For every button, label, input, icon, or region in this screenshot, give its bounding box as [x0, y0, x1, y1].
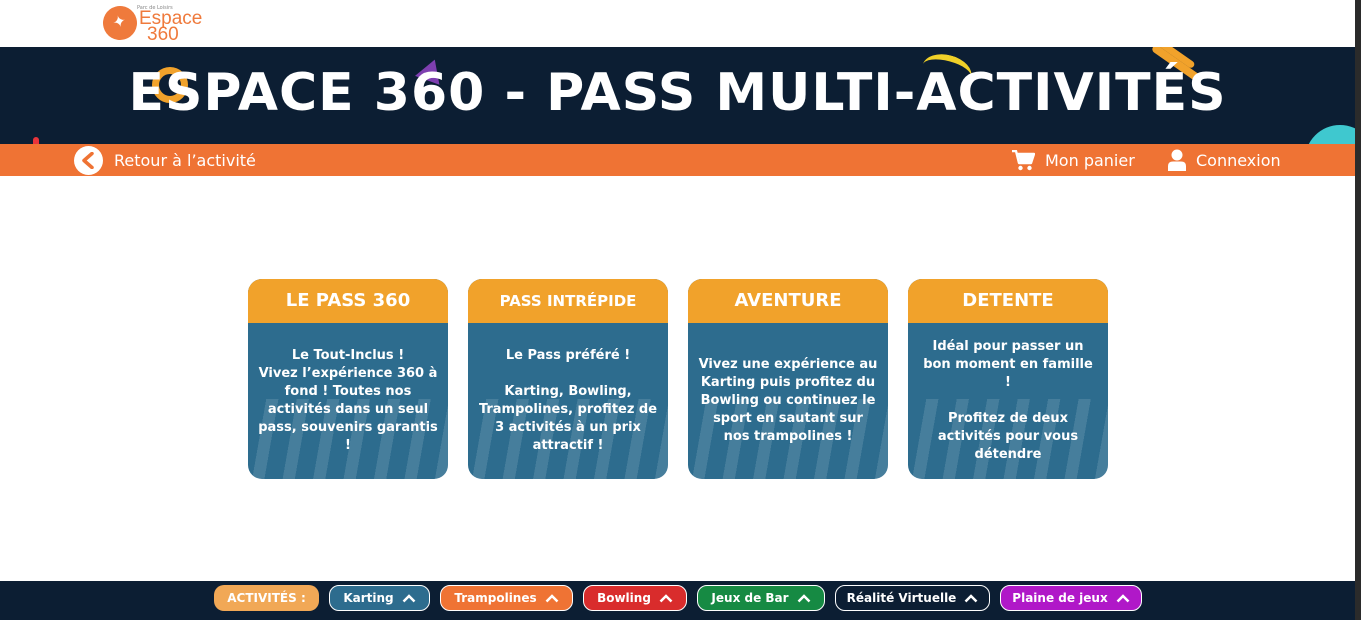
cart-icon — [1012, 149, 1035, 170]
activity-bowling-button[interactable]: Bowling — [583, 585, 687, 611]
card-body: Le Pass préféré ! Karting, Bowling, Tram… — [468, 323, 668, 479]
user-icon — [1168, 149, 1186, 171]
chevron-left-icon — [74, 145, 103, 175]
decorative-ring — [152, 67, 188, 103]
window-frame-edge — [1355, 0, 1361, 620]
chevron-up-icon — [797, 593, 810, 602]
activity-plaine-de-jeux-button[interactable]: Plaine de jeux — [1000, 585, 1142, 611]
decorative-dot — [33, 137, 39, 144]
chevron-up-icon — [1116, 593, 1130, 602]
card-description: Vivez une expérience au Karting puis pro… — [698, 357, 878, 444]
nav-bar: Retour à l’activité Mon panier Connexion — [0, 144, 1355, 176]
login-label: Connexion — [1196, 150, 1281, 170]
logo-text-line2: 360 — [147, 24, 179, 45]
logo-text-line1: Espace — [139, 8, 203, 29]
chevron-up-icon — [545, 593, 559, 602]
activity-realite-virtuelle-button[interactable]: Réalité Virtuelle — [835, 585, 990, 611]
activity-label: Réalité Virtuelle — [846, 591, 957, 605]
activities-label: ACTIVITÉS : — [214, 585, 319, 611]
hero-banner: ESPACE 360 - PASS MULTI-ACTIVITÉS — [0, 47, 1355, 144]
page-title: ESPACE 360 - PASS MULTI-ACTIVITÉS — [128, 63, 1227, 123]
card-background-pattern — [908, 399, 1108, 479]
espace-360-logo[interactable]: ✦ Parc de Loisirs Espace 360 — [99, 2, 213, 45]
logo-mark-icon: ✦ — [99, 2, 141, 44]
top-logo-bar: ✦ Parc de Loisirs Espace 360 — [0, 0, 1355, 47]
pass-card-aventure[interactable]: AVENTURE Vivez une expérience au Karting… — [688, 279, 888, 479]
card-background-pattern — [688, 399, 888, 479]
card-title: LE PASS 360 — [248, 279, 448, 323]
activity-jeux-de-bar-button[interactable]: Jeux de Bar — [697, 585, 825, 611]
back-to-activity-button[interactable]: Retour à l’activité — [74, 145, 256, 175]
cart-label: Mon panier — [1045, 150, 1135, 170]
card-description: Le Pass préféré ! Karting, Bowling, Tram… — [478, 348, 658, 453]
activity-label: Jeux de Bar — [711, 591, 789, 605]
activities-bar: ACTIVITÉS : Karting Trampolines Bowling … — [0, 581, 1355, 620]
pass-card-le-pass-360[interactable]: LE PASS 360 Le Tout-Inclus ! Vivez l’exp… — [248, 279, 448, 479]
pass-card-detente[interactable]: DETENTE Idéal pour passer un bon moment … — [908, 279, 1108, 479]
card-description: Le Tout-Inclus ! Vivez l’expérience 360 … — [258, 348, 438, 453]
decorative-circle — [1305, 125, 1355, 144]
card-title: DETENTE — [908, 279, 1108, 323]
card-description: Idéal pour passer un bon moment en famil… — [923, 339, 1093, 462]
cart-button[interactable]: Mon panier — [1012, 146, 1135, 174]
chevron-up-icon — [659, 593, 673, 602]
logo-tagline: Parc de Loisirs — [137, 5, 173, 11]
back-label: Retour à l’activité — [114, 150, 256, 170]
card-body: Vivez une expérience au Karting puis pro… — [688, 323, 888, 479]
activity-trampolines-button[interactable]: Trampolines — [440, 585, 573, 611]
activity-label: Bowling — [597, 591, 651, 605]
card-background-pattern — [468, 399, 668, 479]
card-title: AVENTURE — [688, 279, 888, 323]
chevron-up-icon — [402, 593, 416, 602]
card-background-pattern — [248, 399, 448, 479]
activity-label: Trampolines — [454, 591, 537, 605]
activity-karting-button[interactable]: Karting — [329, 585, 430, 611]
login-button[interactable]: Connexion — [1168, 146, 1281, 174]
activity-label: Karting — [343, 591, 394, 605]
chevron-up-icon — [964, 593, 978, 602]
card-body: Le Tout-Inclus ! Vivez l’expérience 360 … — [248, 323, 448, 479]
pass-card-pass-intrepide[interactable]: PASS INTRÉPIDE Le Pass préféré ! Karting… — [468, 279, 668, 479]
card-body: Idéal pour passer un bon moment en famil… — [908, 323, 1108, 479]
activity-label: Plaine de jeux — [1012, 591, 1108, 605]
card-title: PASS INTRÉPIDE — [468, 279, 668, 323]
